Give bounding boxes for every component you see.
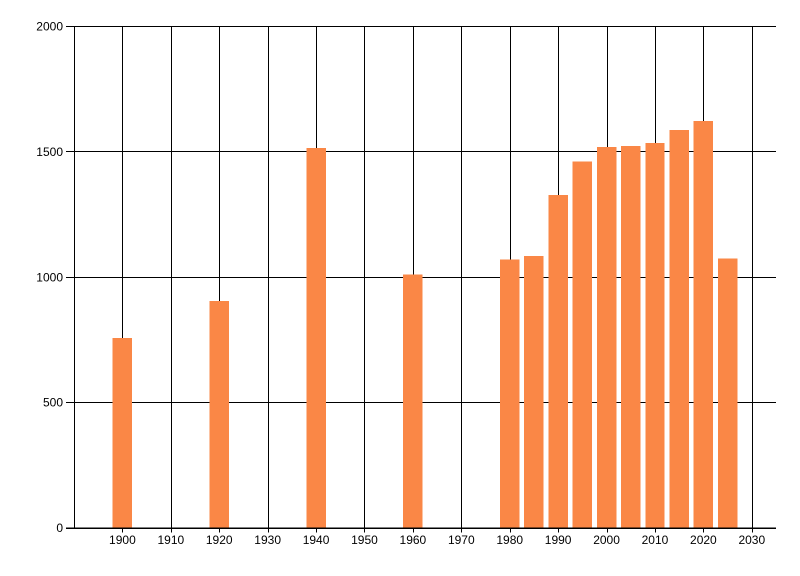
y-tick-label-500: 500 [43, 396, 63, 410]
x-tick-label-1990: 1990 [545, 533, 572, 547]
bar-1985 [524, 255, 544, 528]
y-tick-label-2000: 2000 [36, 20, 63, 34]
bar-1995 [572, 161, 593, 528]
bar-1990 [548, 195, 568, 528]
bar-1940 [306, 148, 326, 528]
y-tick-label-0: 0 [56, 521, 63, 535]
bar-1900 [112, 338, 133, 528]
bar-2015 [669, 130, 689, 528]
y-tick-label-1500: 1500 [36, 145, 63, 159]
x-tick-label-2000: 2000 [593, 533, 620, 547]
bar-1960 [403, 274, 423, 528]
y-tick-label-1000: 1000 [36, 270, 63, 284]
x-tick-label-1980: 1980 [496, 533, 523, 547]
bar-1980 [500, 259, 520, 528]
x-tick-label-2010: 2010 [642, 533, 669, 547]
bar-2025 [717, 258, 738, 528]
x-tick-label-1900: 1900 [109, 533, 136, 547]
x-tick-label-1910: 1910 [157, 533, 184, 547]
x-tick-label-1960: 1960 [400, 533, 427, 547]
bar-2010 [645, 143, 665, 528]
bar-2005 [621, 146, 641, 528]
x-tick-label-1940: 1940 [303, 533, 330, 547]
x-tick-label-2030: 2030 [738, 533, 765, 547]
x-tick-label-1950: 1950 [351, 533, 378, 547]
x-tick-label-1930: 1930 [254, 533, 281, 547]
x-tick-label-2020: 2020 [690, 533, 717, 547]
x-tick-label-1970: 1970 [448, 533, 475, 547]
x-tick-label-1920: 1920 [206, 533, 233, 547]
bar-1920 [209, 301, 229, 528]
bar-2000 [596, 146, 617, 528]
bar-2020 [693, 120, 714, 528]
